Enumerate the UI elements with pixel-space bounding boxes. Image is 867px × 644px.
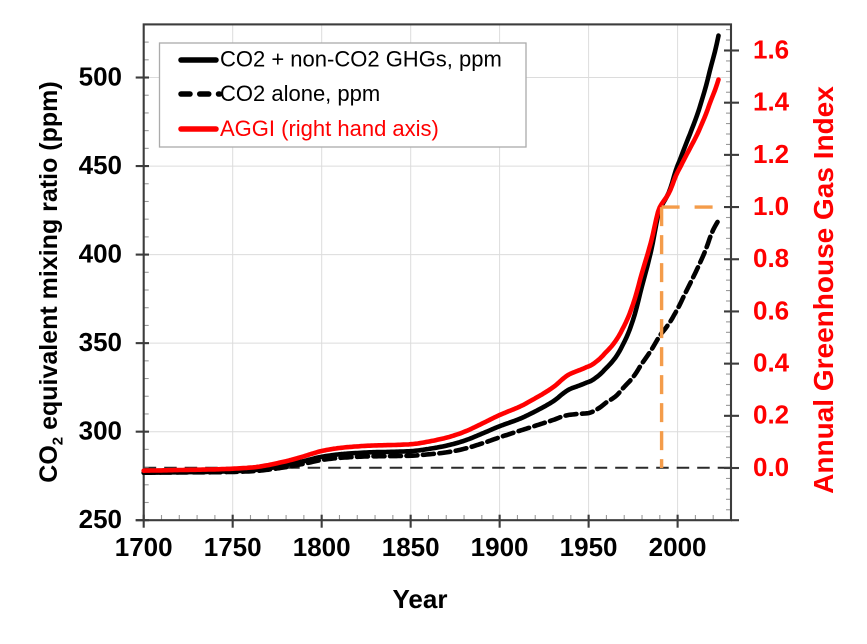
svg-text:1.4: 1.4 <box>753 87 790 117</box>
svg-text:1800: 1800 <box>293 532 351 562</box>
svg-text:1750: 1750 <box>204 532 262 562</box>
svg-text:250: 250 <box>79 504 122 534</box>
svg-text:0.6: 0.6 <box>753 295 789 325</box>
svg-text:0.2: 0.2 <box>753 400 789 430</box>
svg-text:CO2 + non-CO2 GHGs, ppm: CO2 + non-CO2 GHGs, ppm <box>220 47 502 72</box>
svg-text:450: 450 <box>79 150 122 180</box>
svg-text:CO2 equivalent mixing ratio (p: CO2 equivalent mixing ratio (ppm) <box>35 81 67 482</box>
svg-text:0.4: 0.4 <box>753 348 790 378</box>
svg-text:Year: Year <box>393 584 448 614</box>
svg-text:1850: 1850 <box>382 532 440 562</box>
svg-text:400: 400 <box>79 239 122 269</box>
svg-text:350: 350 <box>79 327 122 357</box>
svg-text:CO2 alone, ppm: CO2 alone, ppm <box>220 81 380 106</box>
svg-text:1700: 1700 <box>115 532 173 562</box>
svg-text:1.6: 1.6 <box>753 34 789 64</box>
svg-text:1.0: 1.0 <box>753 191 789 221</box>
svg-text:2000: 2000 <box>649 532 707 562</box>
svg-text:300: 300 <box>79 416 122 446</box>
svg-text:Annual Greenhouse Gas Index: Annual Greenhouse Gas Index <box>808 86 839 494</box>
svg-text:0.8: 0.8 <box>753 243 789 273</box>
svg-text:500: 500 <box>79 61 122 91</box>
svg-text:1950: 1950 <box>560 532 618 562</box>
svg-text:0.0: 0.0 <box>753 452 789 482</box>
svg-text:AGGI (right hand axis): AGGI (right hand axis) <box>220 116 439 141</box>
svg-text:1900: 1900 <box>471 532 529 562</box>
svg-text:1.2: 1.2 <box>753 139 789 169</box>
